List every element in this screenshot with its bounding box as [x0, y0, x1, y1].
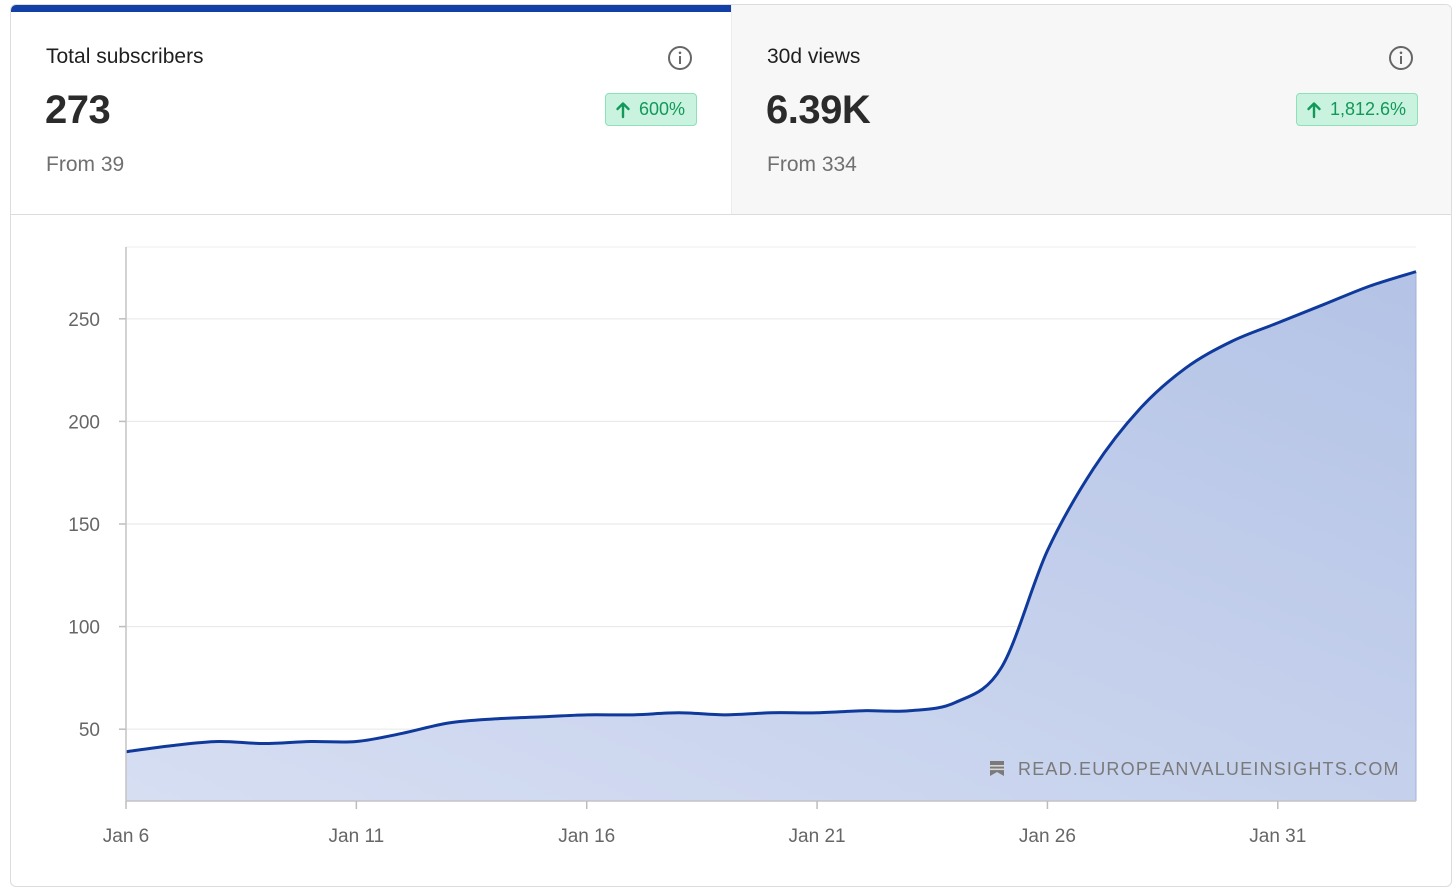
info-icon[interactable]	[667, 45, 693, 71]
change-value: 600%	[638, 99, 685, 119]
x-tick-label: Jan 11	[329, 826, 385, 847]
x-tick-label: Jan 31	[1249, 826, 1306, 847]
metric-tabs: Total subscribers 273 600% From 39 30d v…	[11, 5, 1451, 215]
metric-value: 273	[45, 88, 111, 132]
metric-value: 6.39K	[766, 88, 871, 132]
tab-label: Total subscribers	[46, 45, 204, 68]
x-tick-label: Jan 16	[558, 826, 615, 847]
tab-30d-views[interactable]: 30d views 6.39K 1,812.6% From 334	[731, 5, 1451, 214]
y-tick-label: 50	[79, 720, 100, 741]
area-fill	[126, 271, 1416, 802]
y-tick-label: 250	[68, 310, 100, 331]
tick-labels: 50 100 150 200 250 Jan 6 Jan 11 Jan 16 Jan 21 Jan…	[68, 310, 1306, 847]
axes	[119, 247, 1416, 809]
x-tick-label: Jan 21	[789, 826, 846, 847]
watermark-text: READ.EUROPEANVALUEINSIGHTS.COM	[1018, 759, 1400, 779]
series-line	[125, 270, 1417, 754]
watermark: READ.EUROPEANVALUEINSIGHTS.COM	[990, 759, 1400, 779]
x-tick-label: Jan 6	[103, 826, 149, 847]
y-tick-label: 200	[68, 412, 100, 433]
y-tick-label: 100	[68, 618, 100, 639]
x-tick-label: Jan 26	[1019, 826, 1076, 847]
bookmark-icon-line	[990, 768, 1004, 771]
from-value: From 39	[46, 153, 125, 176]
change-badge: 600%	[604, 93, 697, 126]
y-tick-label: 150	[68, 515, 100, 536]
arrow-up-icon	[1307, 101, 1321, 118]
change-value: 1,812.6%	[1329, 99, 1406, 119]
info-icon[interactable]	[1388, 45, 1414, 71]
area-series	[125, 270, 1417, 802]
bookmark-icon-line	[990, 765, 1004, 767]
tab-total-subscribers[interactable]: Total subscribers 273 600% From 39	[11, 5, 731, 214]
from-value: From 334	[767, 153, 857, 176]
arrow-up-icon	[616, 101, 630, 118]
change-badge: 1,812.6%	[1295, 93, 1418, 126]
tab-label: 30d views	[767, 45, 861, 68]
